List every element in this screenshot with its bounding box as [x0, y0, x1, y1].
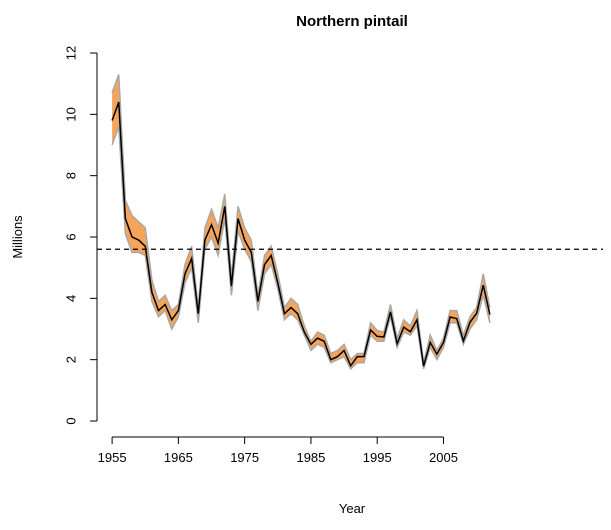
- x-tick-label: 1985: [296, 450, 325, 465]
- band-upper-edge: [111, 74, 491, 363]
- x-axis-label: Year: [339, 501, 366, 516]
- y-tick-label: 10: [63, 107, 78, 121]
- y-axis-label: Millions: [10, 215, 25, 259]
- band-lower-edge: [111, 126, 491, 371]
- x-tick-label: 1965: [164, 450, 193, 465]
- y-tick-label: 12: [63, 46, 78, 60]
- x-tick-label: 2005: [429, 450, 458, 465]
- x-tick-label: 1955: [98, 450, 127, 465]
- x-tick-label: 1975: [230, 450, 259, 465]
- estimate-line: [111, 101, 491, 368]
- x-tick-label: 1995: [363, 450, 392, 465]
- y-tick-label: 0: [63, 417, 78, 424]
- y-tick-label: 8: [63, 172, 78, 179]
- y-tick-label: 6: [63, 233, 78, 240]
- y-tick-label: 4: [63, 295, 78, 302]
- y-tick-label: 2: [63, 356, 78, 363]
- chart-title: Northern pintail: [296, 13, 408, 30]
